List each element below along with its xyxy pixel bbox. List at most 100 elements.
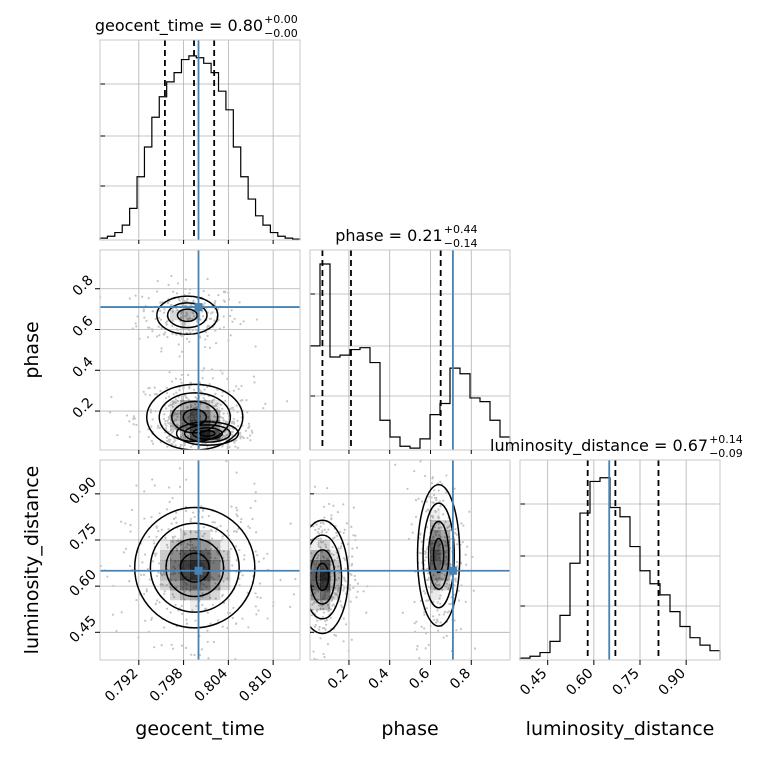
sample-point	[327, 610, 330, 613]
sample-point	[329, 608, 333, 611]
density-cell	[430, 520, 441, 531]
density-cell	[430, 570, 441, 581]
sample-point	[302, 581, 304, 583]
sample-point	[189, 517, 192, 520]
density-cell	[220, 560, 231, 571]
sample-point	[163, 626, 166, 629]
sample-point	[427, 576, 431, 579]
sample-point	[185, 622, 189, 625]
sample-point	[304, 601, 306, 603]
sample-point	[341, 606, 344, 609]
y-tick-label: 0.75	[66, 520, 99, 553]
sample-point	[286, 582, 288, 584]
sample-point	[316, 609, 319, 613]
density-cell	[180, 400, 191, 411]
sample-point	[285, 576, 287, 578]
sample-point	[222, 419, 225, 422]
density-cell	[170, 590, 181, 601]
density-cell	[180, 320, 191, 331]
sample-point	[436, 586, 439, 589]
sample-point	[201, 516, 204, 519]
sample-point	[355, 546, 359, 549]
density-cell	[160, 560, 171, 571]
sample-point	[242, 320, 245, 323]
sample-point	[435, 498, 438, 502]
sample-point	[214, 582, 217, 585]
density-cell	[320, 540, 331, 551]
sample-point	[311, 603, 314, 606]
sample-point	[145, 457, 147, 459]
sample-point	[413, 470, 416, 473]
y-axis-label-phase: phase	[21, 321, 43, 378]
sample-point	[293, 560, 295, 562]
sample-point	[161, 583, 164, 586]
sample-point	[317, 539, 321, 542]
sample-point	[445, 474, 448, 477]
sample-point	[165, 543, 169, 547]
density-cell	[190, 580, 201, 591]
sample-point	[413, 622, 416, 625]
contour-line	[149, 522, 240, 613]
sample-point	[306, 573, 308, 575]
density-cell	[220, 550, 231, 561]
sample-point	[166, 546, 169, 549]
contour-line	[315, 562, 330, 592]
sample-point	[453, 619, 456, 622]
histogram-geocent_time	[99, 55, 301, 240]
sample-point	[330, 599, 333, 602]
density-cell	[320, 590, 331, 601]
sample-point	[290, 621, 292, 623]
sample-point	[189, 331, 192, 334]
sample-point	[302, 550, 304, 552]
sample-point	[184, 396, 187, 399]
density-cell	[310, 540, 321, 551]
sample-point	[56, 561, 58, 563]
sample-point	[414, 515, 418, 518]
density-cell	[190, 530, 201, 541]
sample-point	[313, 657, 316, 660]
sample-point	[424, 592, 427, 595]
sample-point	[174, 662, 176, 664]
sample-point	[444, 545, 447, 548]
x-tick-label: 0.810	[236, 666, 276, 706]
sample-point	[227, 550, 230, 554]
sample-point	[317, 554, 320, 557]
sample-point	[173, 420, 176, 423]
sample-point	[283, 607, 285, 609]
sample-point	[318, 604, 321, 607]
sample-point	[254, 605, 257, 608]
sample-point	[425, 607, 429, 610]
sample-point	[336, 584, 340, 587]
sample-point	[302, 607, 304, 609]
sample-point	[434, 533, 437, 536]
sample-point	[227, 552, 230, 555]
sample-point	[171, 497, 174, 500]
sample-point	[419, 599, 422, 603]
sample-point	[213, 405, 216, 408]
sample-point	[231, 433, 234, 436]
sample-point	[185, 546, 188, 549]
density-cell	[310, 570, 321, 581]
sample-point	[454, 528, 457, 531]
sample-point	[203, 388, 206, 391]
sample-point	[418, 533, 422, 536]
sample-point	[168, 440, 171, 444]
sample-point	[437, 522, 440, 525]
sample-point	[340, 545, 343, 548]
sample-point	[188, 387, 191, 390]
sample-point	[203, 453, 205, 455]
sample-point	[180, 328, 184, 331]
sample-point	[269, 628, 271, 630]
density-cell	[170, 400, 181, 411]
sample-point	[239, 323, 242, 326]
x-tick-label: 0.60	[563, 666, 596, 699]
sample-point	[439, 536, 442, 539]
sample-point	[206, 334, 209, 338]
contour-line	[422, 502, 455, 609]
density-cell	[190, 410, 201, 421]
density-cell	[430, 590, 441, 601]
sample-point	[151, 418, 154, 421]
sample-point	[214, 329, 217, 332]
sample-point	[232, 409, 235, 412]
sample-point	[109, 411, 112, 414]
